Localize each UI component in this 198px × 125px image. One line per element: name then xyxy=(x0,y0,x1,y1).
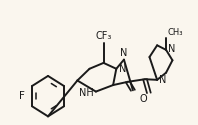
Text: N: N xyxy=(168,44,175,54)
Text: N: N xyxy=(159,75,166,85)
Text: CF₃: CF₃ xyxy=(95,31,112,41)
Text: F: F xyxy=(19,91,25,101)
Text: O: O xyxy=(140,94,147,104)
Text: N: N xyxy=(120,48,128,58)
Text: N: N xyxy=(119,64,126,74)
Text: NH: NH xyxy=(79,88,94,98)
Text: CH₃: CH₃ xyxy=(167,28,183,37)
